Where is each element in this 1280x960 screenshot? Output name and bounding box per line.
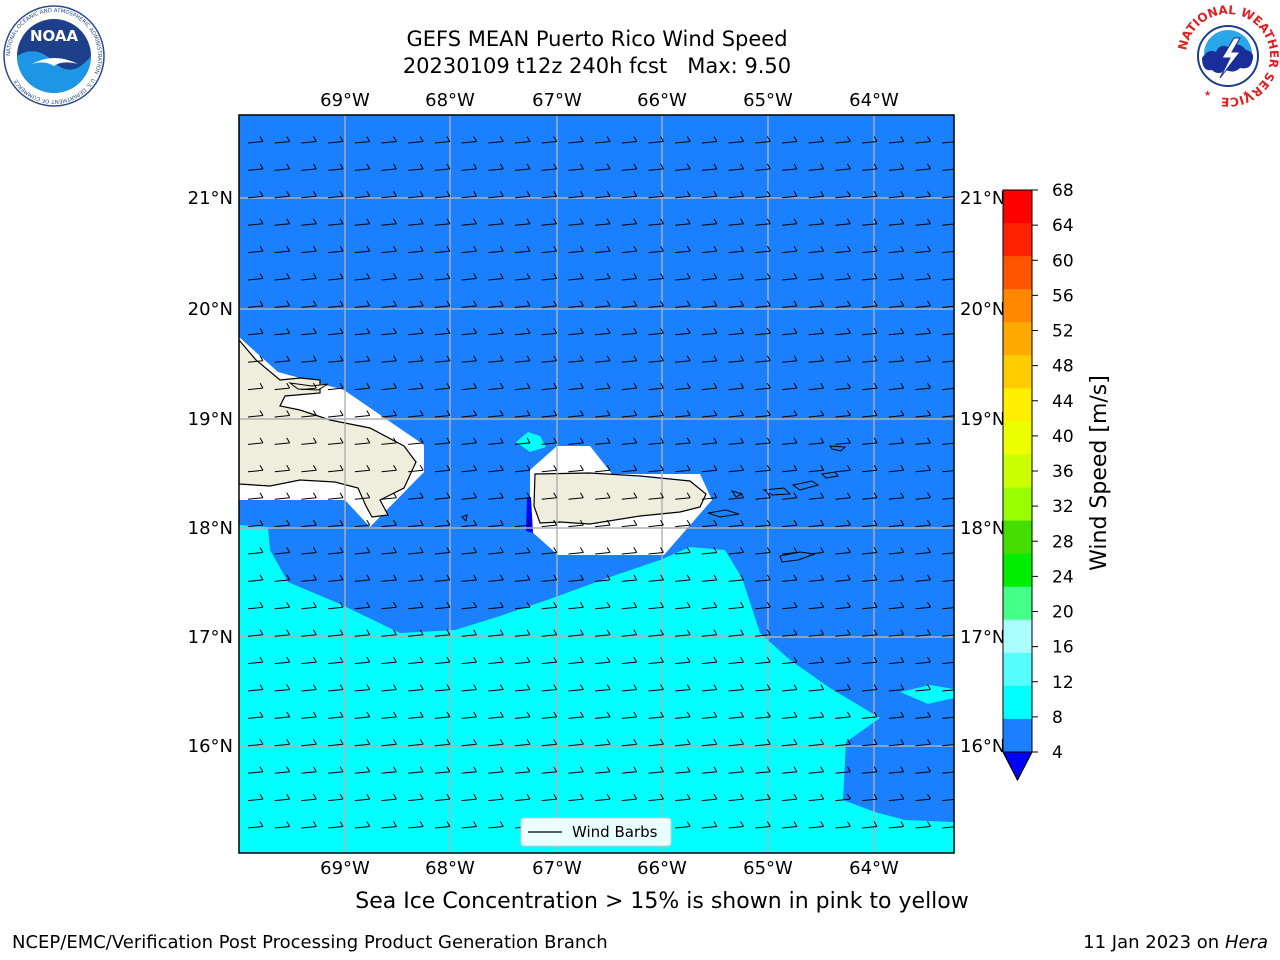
lon-bottom-69: 69°W [320, 858, 370, 879]
wind-band-8-12 [239, 525, 954, 853]
virgin-islands [461, 445, 847, 523]
colorbar: 68 64 60 56 52 48 44 40 36 32 28 24 20 16 12 8 4 [1002, 181, 1074, 782]
lon-bottom-65: 65°W [743, 858, 793, 879]
lat-right-16: 16°N [960, 736, 1005, 757]
svg-text:★: ★ [1204, 89, 1211, 98]
title-line-2: 20230109 t12z 240h fcst Max: 9.50 [402, 54, 792, 78]
lon-bottom-66: 66°W [637, 858, 687, 879]
lat-left-16: 16°N [188, 736, 233, 757]
title-line-1: GEFS MEAN Puerto Rico Wind Speed [406, 27, 788, 51]
colorbar-segment [1003, 685, 1032, 720]
colorbar-segment [1003, 454, 1032, 489]
colorbar-segment [1003, 520, 1032, 555]
lat-left-18: 18°N [188, 518, 233, 539]
colorbar-label: Wind Speed [m/s] [1087, 375, 1112, 571]
footer-date: 11 Jan 2023 on Hera [1083, 932, 1268, 953]
colorbar-tick-label: 4 [1052, 743, 1063, 763]
vieques-island [707, 509, 740, 518]
footer-date-text: 11 Jan 2023 on [1083, 932, 1225, 953]
lat-right-19: 19°N [960, 409, 1005, 430]
colorbar-tick-label: 36 [1052, 462, 1074, 482]
footer-credit: NCEP/EMC/Verification Post Processing Pr… [12, 932, 608, 953]
colorbar-tick-label: 20 [1052, 603, 1074, 623]
colorbar-segment [1003, 388, 1032, 422]
svg-text:NOAA: NOAA [30, 27, 79, 45]
footer-machine: Hera [1224, 932, 1268, 953]
colorbar-segment [1003, 322, 1032, 356]
lat-right-18: 18°N [960, 518, 1005, 539]
lon-top-68: 68°W [425, 90, 475, 111]
legend-label: Wind Barbs [572, 823, 658, 841]
lon-top-66: 66°W [637, 90, 687, 111]
colorbar-frame [1002, 189, 1033, 782]
tortuga-island [288, 382, 329, 391]
colorbar-segment [1003, 652, 1032, 687]
colorbar-tick-label: 60 [1052, 251, 1074, 271]
colorbar-tick-label: 40 [1052, 427, 1074, 447]
colorbar-segment [1003, 421, 1032, 455]
lon-top-64: 64°W [849, 90, 899, 111]
wind-barbs [247, 136, 954, 829]
colorbar-tick-label: 16 [1052, 638, 1074, 658]
lon-top-65: 65°W [743, 90, 793, 111]
colorbar-tick-label: 44 [1052, 392, 1074, 412]
colorbar-tick-label: 12 [1052, 673, 1074, 693]
lon-top-69: 69°W [320, 90, 370, 111]
noaa-logo: NATIONAL OCEANIC AND ATMOSPHERIC ADMINIS… [2, 4, 106, 112]
map-title: GEFS MEAN Puerto Rico Wind Speed 2023010… [240, 26, 954, 80]
puerto-rico-land [533, 472, 707, 525]
wind-patch-east [900, 685, 954, 704]
lat-right-21: 21°N [960, 188, 1005, 209]
map-frame [238, 114, 955, 854]
colorbar-segment [1003, 619, 1032, 654]
blue-strip-west-pr [526, 497, 533, 533]
colorbar-segment [1003, 256, 1032, 290]
wind-barb-field [247, 136, 954, 829]
colorbar-segment [1003, 718, 1032, 753]
colorbar-segment [1003, 223, 1032, 257]
lat-left-19: 19°N [188, 409, 233, 430]
lon-bottom-64: 64°W [849, 858, 899, 879]
graticule [239, 115, 954, 853]
colorbar-tick-label: 64 [1052, 216, 1074, 236]
lat-left-17: 17°N [188, 627, 233, 648]
lat-left-21: 21°N [188, 188, 233, 209]
colorbar-segment [1003, 289, 1032, 323]
lon-bottom-68: 68°W [425, 858, 475, 879]
wind-patch-mona [516, 432, 546, 452]
lat-left-20: 20°N [188, 299, 233, 320]
colorbar-tick-label: 52 [1052, 322, 1074, 342]
colorbar-segment [1003, 553, 1032, 588]
colorbar-segment [1003, 190, 1032, 224]
colorbar-segment [1003, 586, 1032, 621]
colorbar-tick-label: 8 [1052, 708, 1063, 728]
hispaniola-land [239, 339, 417, 518]
sea-ice-note: Sea Ice Concentration > 15% is shown in … [355, 889, 969, 914]
colorbar-tick-label: 28 [1052, 532, 1074, 552]
colorbar-under-arrow [1002, 751, 1033, 782]
map-legend: Wind Barbs [520, 817, 672, 847]
lat-right-20: 20°N [960, 299, 1005, 320]
colorbar-segment [1003, 487, 1032, 522]
nws-logo: NATIONAL WEATHER SERVICE ★ ★ [1175, 3, 1280, 112]
colorbar-tick-label: 68 [1052, 181, 1074, 201]
svg-text:★: ★ [1242, 89, 1249, 98]
lon-top-67: 67°W [532, 90, 582, 111]
colorbar-tick-label: 56 [1052, 286, 1074, 306]
lat-right-17: 17°N [960, 627, 1005, 648]
lon-bottom-67: 67°W [532, 858, 582, 879]
colorbar-tick-label: 24 [1052, 567, 1074, 587]
colorbar-tick-label: 32 [1052, 497, 1074, 517]
colorbar-segment [1003, 355, 1032, 389]
colorbar-tick-label: 48 [1052, 357, 1074, 377]
